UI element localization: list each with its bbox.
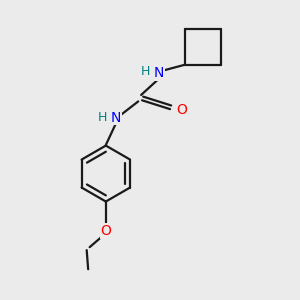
- Text: N: N: [111, 111, 121, 124]
- Text: O: O: [100, 224, 111, 238]
- Text: H: H: [141, 65, 150, 79]
- Text: H: H: [98, 110, 107, 124]
- Text: O: O: [176, 103, 187, 117]
- Text: N: N: [154, 66, 164, 80]
